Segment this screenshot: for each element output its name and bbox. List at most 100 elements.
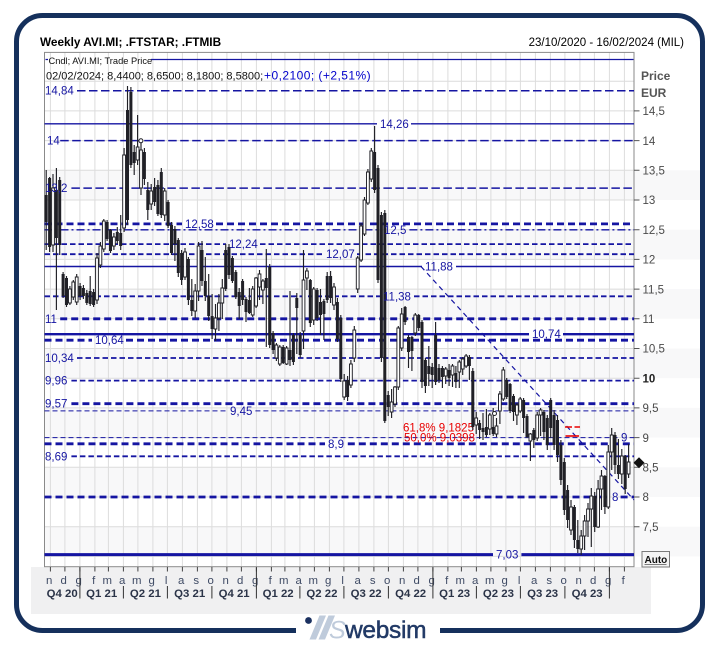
svg-text:12,24: 12,24 [229, 239, 258, 251]
svg-text:Q1 23: Q1 23 [439, 588, 470, 600]
svg-text:7,03: 7,03 [496, 550, 518, 562]
svg-text:g: g [325, 575, 331, 587]
svg-text:10: 10 [643, 373, 656, 385]
svg-text:f: f [622, 575, 626, 587]
svg-text:l: l [518, 575, 521, 587]
svg-text:Q4 21: Q4 21 [219, 588, 251, 600]
svg-text:9: 9 [643, 433, 649, 445]
svg-text:Q1 22: Q1 22 [263, 588, 294, 600]
svg-text:+0,2100; (+2,51%): +0,2100; (+2,51%) [264, 69, 371, 83]
svg-text:a: a [119, 575, 126, 587]
svg-text:14: 14 [47, 136, 60, 148]
svg-text:8: 8 [643, 492, 649, 504]
svg-text:Auto: Auto [645, 555, 668, 566]
svg-text:Price: Price [641, 69, 671, 83]
svg-text:m: m [132, 575, 142, 587]
svg-text:61,8% 9,1825: 61,8% 9,1825 [403, 423, 474, 435]
svg-text:8,5: 8,5 [643, 463, 659, 475]
svg-text:10,34: 10,34 [45, 353, 74, 365]
svg-text:g: g [76, 575, 82, 587]
svg-text:Q2 22: Q2 22 [306, 588, 337, 600]
svg-text:8,9: 8,9 [328, 439, 344, 451]
svg-text:Q2 23: Q2 23 [483, 588, 514, 600]
svg-text:m: m [485, 575, 495, 587]
svg-text:11,38: 11,38 [383, 291, 411, 303]
svg-text:f: f [269, 575, 273, 587]
svg-text:f: f [92, 575, 96, 587]
svg-text:a: a [355, 575, 362, 587]
svg-text:14,26: 14,26 [380, 119, 409, 131]
svg-text:o: o [384, 575, 390, 587]
svg-text:l: l [341, 575, 344, 587]
svg-text:9,57: 9,57 [45, 399, 67, 411]
svg-text:10,64: 10,64 [95, 335, 124, 347]
svg-text:12,5: 12,5 [643, 225, 665, 237]
svg-text:8: 8 [612, 492, 618, 504]
svg-text:12,5: 12,5 [384, 225, 406, 237]
svg-text:Q4 23: Q4 23 [572, 588, 603, 600]
svg-text:m: m [455, 575, 465, 587]
svg-text:a: a [178, 575, 185, 587]
svg-text:7,5: 7,5 [643, 522, 659, 534]
svg-text:14: 14 [643, 136, 656, 148]
svg-text:9,5: 9,5 [643, 403, 659, 415]
svg-text:EUR: EUR [641, 86, 667, 100]
svg-text:f: f [445, 575, 449, 587]
svg-text:l: l [165, 575, 168, 587]
svg-text:g: g [149, 575, 155, 587]
svg-text:g: g [502, 575, 508, 587]
svg-text:Q3 22: Q3 22 [351, 588, 382, 600]
svg-text:14,84: 14,84 [45, 86, 74, 98]
svg-text:websim: websim [344, 617, 426, 644]
svg-text:13,5: 13,5 [643, 166, 665, 178]
svg-text:12,07: 12,07 [326, 249, 355, 261]
svg-text:m: m [102, 575, 112, 587]
svg-text:d: d [590, 575, 596, 587]
svg-text:g: g [252, 575, 258, 587]
svg-text:8,69: 8,69 [45, 451, 67, 463]
svg-text:a: a [531, 575, 538, 587]
svg-text:m: m [308, 575, 318, 587]
svg-text:9,45: 9,45 [230, 406, 252, 418]
svg-text:Q4 20: Q4 20 [47, 588, 78, 600]
svg-text:Q1 21: Q1 21 [86, 588, 118, 600]
svg-text:Weekly AVI.MI; .FTSTAR; .FTMIB: Weekly AVI.MI; .FTSTAR; .FTMIB [40, 35, 221, 49]
svg-text:n: n [46, 575, 52, 587]
svg-text:Q4 22: Q4 22 [395, 588, 426, 600]
svg-text:n: n [399, 575, 405, 587]
svg-text:S: S [329, 617, 346, 645]
svg-text:g: g [429, 575, 435, 587]
svg-text:d: d [414, 575, 420, 587]
svg-text:11: 11 [45, 314, 57, 326]
svg-text:m: m [279, 575, 289, 587]
svg-text:Q3 23: Q3 23 [527, 588, 558, 600]
svg-text:11: 11 [643, 314, 655, 326]
svg-text:Q3 21: Q3 21 [174, 588, 206, 600]
svg-text:12: 12 [643, 255, 656, 267]
svg-text:o: o [561, 575, 567, 587]
svg-text:12,58: 12,58 [185, 219, 214, 231]
svg-text:14,5: 14,5 [643, 106, 665, 118]
svg-text:11,88: 11,88 [425, 262, 453, 274]
svg-text:s: s [370, 575, 376, 587]
svg-text:02/02/2024; 8,4400; 8,6500; 8,: 02/02/2024; 8,4400; 8,6500; 8,1800; 8,58… [46, 71, 263, 83]
svg-text:d: d [237, 575, 243, 587]
svg-text:10,74: 10,74 [532, 329, 561, 341]
svg-text:d: d [61, 575, 67, 587]
svg-text:11,5: 11,5 [643, 284, 665, 296]
svg-text:9: 9 [621, 433, 627, 445]
svg-text:9,96: 9,96 [45, 376, 67, 388]
svg-text:g: g [605, 575, 611, 587]
svg-text:10,5: 10,5 [643, 344, 665, 356]
svg-text:n: n [576, 575, 582, 587]
svg-text:50,0% 9,0398: 50,0% 9,0398 [404, 433, 475, 445]
svg-text:a: a [296, 575, 303, 587]
svg-text:s: s [546, 575, 552, 587]
svg-text:s: s [193, 575, 199, 587]
svg-text:a: a [472, 575, 479, 587]
svg-text:n: n [223, 575, 229, 587]
svg-text:13,2: 13,2 [45, 183, 67, 195]
svg-text:Cndl; AVI.MI; Trade Price: Cndl; AVI.MI; Trade Price [49, 56, 153, 66]
svg-text:Q2 21: Q2 21 [130, 588, 162, 600]
svg-text:23/10/2020 - 16/02/2024 (MIL): 23/10/2020 - 16/02/2024 (MIL) [529, 37, 685, 49]
